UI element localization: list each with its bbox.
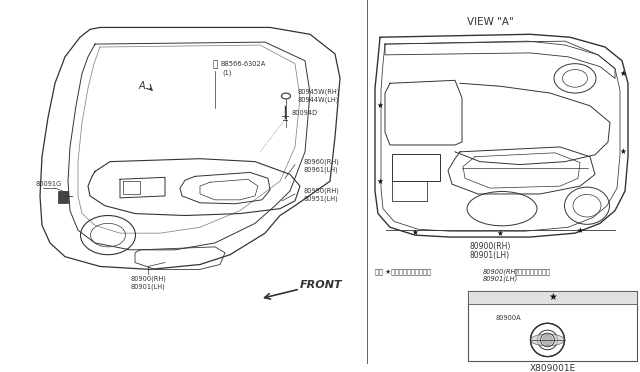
Text: Ⓢ: Ⓢ [212,60,218,69]
Text: ★: ★ [376,101,383,110]
Text: ★: ★ [620,69,627,78]
Text: 80094D: 80094D [291,110,317,116]
Text: ★: ★ [376,177,383,186]
Text: 80961(LH): 80961(LH) [303,166,338,173]
Text: の構成を示します。: の構成を示します。 [515,268,551,275]
Bar [392,181,427,201]
Circle shape [543,335,552,345]
Text: 80944W(LH): 80944W(LH) [298,97,339,103]
Text: ★: ★ [412,228,419,237]
Text: 80960(RH): 80960(RH) [303,158,339,165]
Text: 80901(LH): 80901(LH) [470,251,510,260]
Text: 80900A: 80900A [496,315,522,321]
Text: ★: ★ [497,229,504,238]
Text: ★: ★ [577,226,584,235]
Bar [468,291,637,360]
Text: 80900(RH): 80900(RH) [130,276,166,282]
Text: A: A [139,81,145,91]
Text: 80900(RH): 80900(RH) [469,243,511,251]
Bar [392,154,440,181]
Text: 80945W(RH): 80945W(RH) [298,89,340,95]
Bar [58,191,68,203]
Text: 80901(LH): 80901(LH) [483,276,518,282]
Text: VIEW "A": VIEW "A" [467,16,513,26]
Text: 80091G: 80091G [35,181,61,187]
Text: (1): (1) [222,69,232,76]
Text: ★: ★ [548,292,557,302]
Bar [468,291,637,304]
Text: 注） ★印の部品は部品コード: 注） ★印の部品は部品コード [375,268,431,275]
Text: 80901(LH): 80901(LH) [131,284,165,290]
Text: 80951(LH): 80951(LH) [303,196,338,202]
Text: X809001E: X809001E [529,364,575,372]
Text: ★: ★ [620,147,627,156]
Text: FRONT: FRONT [300,280,342,290]
Text: B8566-6302A: B8566-6302A [220,61,265,67]
Text: 80950(RH): 80950(RH) [303,188,339,194]
Text: 80900(RH): 80900(RH) [483,268,519,275]
Ellipse shape [531,334,564,346]
